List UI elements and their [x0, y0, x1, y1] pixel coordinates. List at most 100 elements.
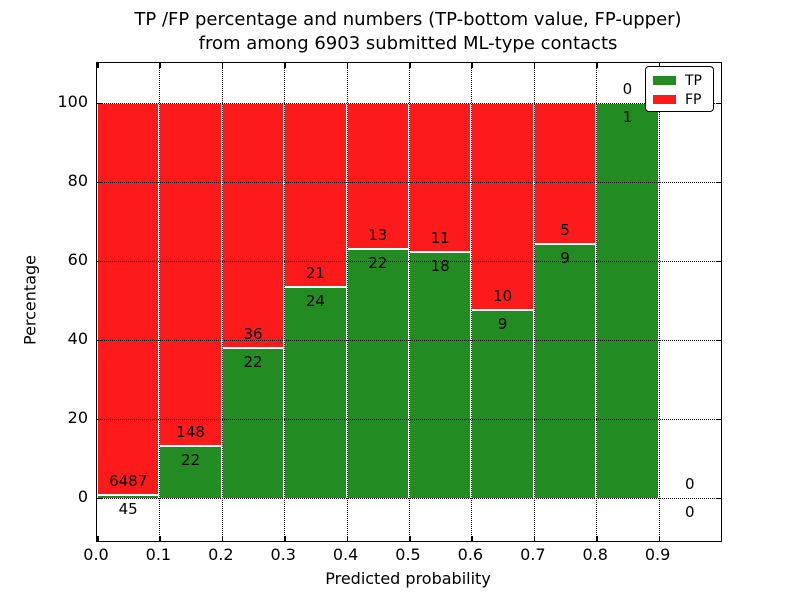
fp-count-label: 21 [305, 263, 325, 282]
legend-label-fp: FP [685, 91, 702, 108]
x-tick-mark [658, 536, 661, 541]
x-tick-mark-top [284, 63, 286, 68]
tp-count-label: 1 [622, 107, 633, 126]
fp-count-label: 0 [622, 79, 633, 98]
x-tick-label: 0.2 [208, 545, 234, 564]
x-tick-mark-top [97, 63, 99, 68]
v-gridline [346, 63, 348, 541]
x-tick-label: 0.0 [83, 545, 109, 564]
fp-count-label: 0 [685, 474, 695, 493]
fp-count-label: 13 [368, 226, 388, 245]
tp-count-label: 45 [118, 499, 138, 518]
y-tick-mark [97, 339, 102, 342]
tp-count-label: 22 [368, 254, 388, 273]
legend: TP FP [645, 66, 714, 112]
tp-count-label: 22 [181, 451, 201, 470]
v-gridline [596, 63, 598, 541]
bar-tp-segment [221, 347, 285, 498]
y-tick-label: 100 [57, 91, 88, 111]
y-tick-label: 60 [67, 249, 88, 269]
fp-count-label: 6487 [109, 471, 148, 490]
legend-row-fp: FP [653, 90, 706, 109]
bar-fp-segment [221, 102, 285, 348]
tp-count-label: 9 [497, 315, 508, 334]
x-tick-mark [221, 536, 224, 541]
bar-tp-segment [409, 252, 472, 498]
y-tick-mark-right [716, 497, 721, 500]
x-tick-mark-top [159, 63, 161, 68]
y-tick-mark-right [716, 418, 721, 421]
bar-tp-segment [471, 310, 534, 498]
x-tick-label: 0.6 [457, 545, 484, 564]
x-tick-mark [284, 536, 286, 541]
x-tick-mark [533, 536, 536, 541]
y-tick-mark [97, 260, 102, 263]
bar-fp-segment [533, 102, 597, 244]
x-tick-label: 0.4 [332, 545, 359, 564]
v-gridline [284, 63, 286, 541]
v-gridline [221, 63, 223, 541]
y-tick-mark-right [716, 339, 721, 342]
y-tick-mark-right [716, 102, 721, 104]
chart-title: TP /FP percentage and numbers (TP-bottom… [96, 8, 720, 56]
fp-count-label: 10 [493, 287, 513, 306]
y-tick-label: 20 [67, 407, 88, 427]
bar-fp-segment [409, 102, 472, 253]
x-tick-mark-top [409, 63, 411, 68]
tp-count-label: 0 [685, 502, 695, 521]
y-tick-mark [97, 497, 102, 500]
x-tick-mark [471, 536, 473, 541]
x-tick-label: 0.7 [520, 545, 546, 564]
x-axis-label: Predicted probability [325, 569, 491, 588]
v-gridline [658, 63, 660, 541]
x-tick-mark [97, 536, 99, 541]
x-tick-label: 0.5 [395, 545, 421, 564]
fp-count-label: 36 [243, 324, 263, 343]
fp-count-label: 5 [560, 220, 570, 239]
bar-tp-segment [596, 102, 659, 498]
y-tick-mark [97, 181, 102, 183]
y-tick-mark-right [716, 260, 721, 263]
bar-tp-segment [346, 249, 409, 498]
bar-tp-segment [284, 286, 347, 498]
tp-count-label: 18 [430, 257, 450, 276]
x-tick-mark-top [658, 63, 661, 68]
x-tick-mark [346, 536, 349, 541]
legend-swatch-tp-icon [653, 76, 676, 85]
y-tick-mark [97, 418, 102, 421]
y-tick-label: 40 [67, 328, 88, 348]
v-gridline [533, 63, 535, 541]
x-tick-mark-top [533, 63, 536, 68]
tp-count-label: 24 [305, 291, 325, 310]
bar-fp-segment [471, 102, 534, 311]
x-tick-mark-top [221, 63, 224, 68]
x-tick-mark-top [596, 63, 598, 68]
bar-fp-segment [159, 102, 222, 447]
y-tick-mark-right [716, 181, 721, 183]
x-tick-mark [409, 536, 411, 541]
bar-tp-segment [533, 243, 597, 498]
bar-tp-segment [97, 494, 160, 498]
y-tick-label: 80 [67, 170, 88, 190]
chart-title-line1: TP /FP percentage and numbers (TP-bottom… [134, 9, 682, 30]
x-tick-label: 0.1 [145, 545, 172, 564]
legend-label-tp: TP [685, 72, 702, 89]
x-tick-mark [159, 536, 161, 541]
v-gridline [409, 63, 410, 541]
x-tick-mark-top [346, 63, 349, 68]
chart-title-line2: from among 6903 submitted ML-type contac… [198, 33, 618, 54]
x-tick-mark-top [471, 63, 473, 68]
v-gridline [471, 63, 473, 541]
fp-count-label: 11 [430, 229, 450, 248]
tp-count-label: 22 [243, 352, 263, 371]
legend-row-tp: TP [653, 71, 706, 90]
y-tick-mark [97, 102, 102, 104]
x-tick-label: 0.8 [582, 545, 608, 564]
x-tick-label: 0.3 [270, 545, 296, 564]
y-tick-label: 0 [77, 486, 88, 506]
v-gridline [159, 63, 161, 541]
legend-swatch-fp-icon [653, 95, 676, 104]
tp-count-label: 9 [560, 248, 570, 267]
plot-area: 6487 45 148 22 36 22 21 24 13 22 11 18 10 9 5 9 0 1 0 0 [96, 62, 722, 542]
